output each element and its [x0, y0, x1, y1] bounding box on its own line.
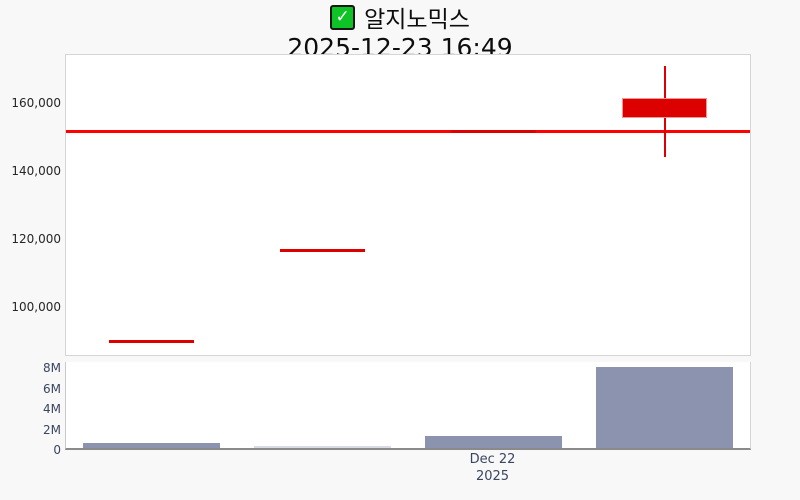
candlestick-flat	[109, 340, 194, 344]
price-axis: 160,000 140,000 120,000 100,000	[0, 54, 61, 356]
chart-header: ✓ 알지노믹스 2025-12-23 16:49	[0, 2, 800, 62]
volume-bar	[425, 435, 562, 448]
chart-title-line: ✓ 알지노믹스	[0, 2, 800, 33]
candlestick-flat	[280, 248, 365, 252]
volume-tick-label: 6M	[43, 381, 61, 396]
volume-tick-label: 0	[53, 443, 61, 457]
candlestick-flat	[451, 129, 536, 133]
volume-tick-label: 4M	[43, 402, 61, 417]
volume-bar	[83, 442, 220, 448]
price-tick-label: 100,000	[11, 299, 61, 314]
volume-bar	[254, 446, 391, 448]
checked-checkbox-icon: ✓	[330, 4, 356, 30]
volume-tick-label: 2M	[43, 422, 61, 437]
stock-name-title: 알지노믹스	[364, 7, 470, 33]
price-tick-label: 120,000	[11, 231, 61, 246]
volume-axis: 8M 6M 4M 2M 0	[0, 361, 61, 457]
x-axis-date-label: Dec 22	[469, 452, 516, 467]
volume-plot[interactable]	[65, 362, 751, 450]
volume-bar	[596, 367, 733, 448]
reference-price-line	[66, 129, 750, 133]
candlestick-body	[622, 98, 707, 119]
price-plot[interactable]	[65, 54, 751, 356]
x-axis-year-label: 2025	[475, 469, 510, 484]
price-tick-label: 160,000	[11, 96, 61, 111]
price-tick-label: 140,000	[11, 164, 61, 179]
volume-tick-label: 8M	[43, 361, 61, 376]
